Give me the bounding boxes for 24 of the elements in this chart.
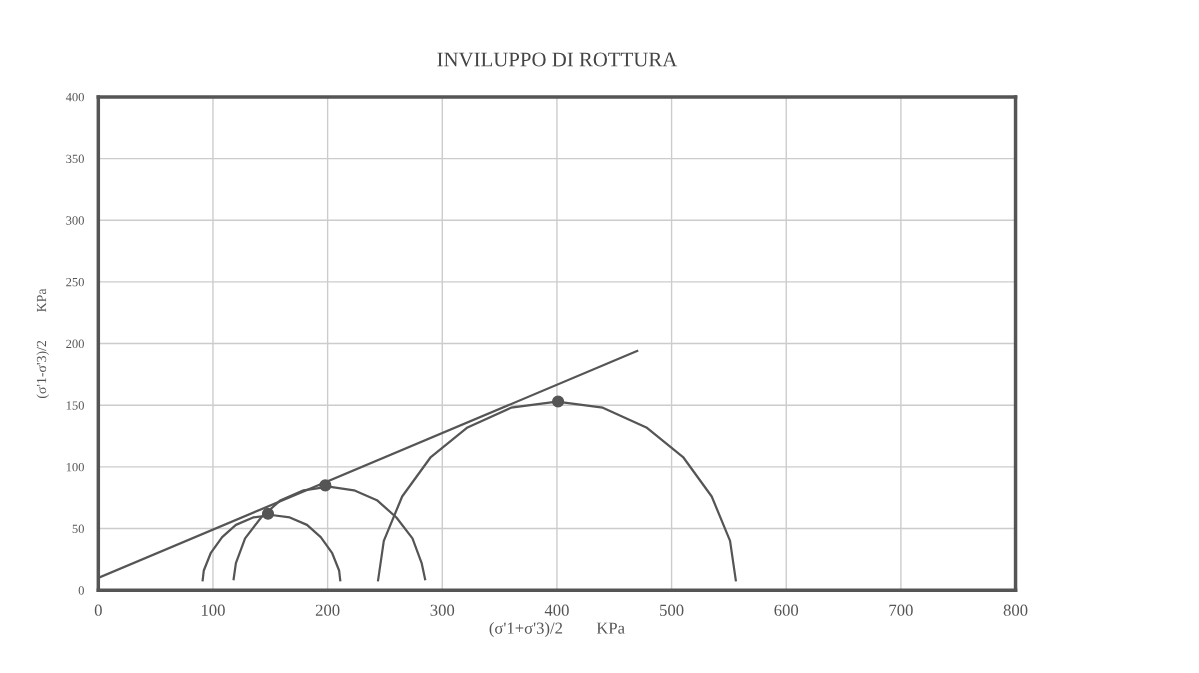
x-tick-label: 200 <box>315 604 340 616</box>
y-tick-label: 150 <box>66 401 84 410</box>
point <box>552 395 565 408</box>
x-tick-label: 700 <box>889 604 913 616</box>
y-tick-label: 250 <box>66 277 84 287</box>
x-tick-label: 800 <box>1003 604 1028 616</box>
y-tick-label: 400 <box>65 92 84 102</box>
y-tick-label: 100 <box>66 462 84 472</box>
x-tick-label: 100 <box>201 604 225 616</box>
x-tick-label: 300 <box>430 604 455 616</box>
y-tick-label: 300 <box>66 216 84 225</box>
x-tick-label: 500 <box>660 604 684 616</box>
y-axis-title: (σ'1-σ'3)/2 KPa <box>36 288 50 399</box>
y-tick-label: 50 <box>72 524 84 534</box>
point <box>261 507 275 520</box>
y-tick-label: 200 <box>66 339 84 349</box>
y-tick-label: 350 <box>66 154 84 164</box>
chart-title: INVILUPPO DI ROTTURA <box>437 52 678 67</box>
y-tick-label: 0 <box>78 586 84 595</box>
x-tick-label: 0 <box>94 604 102 616</box>
x-tick-label: 400 <box>544 604 569 616</box>
point <box>319 479 332 492</box>
x-tick-label: 600 <box>774 604 799 616</box>
x-axis-title: (σ'1+σ'3)/2 KPa <box>489 622 625 638</box>
